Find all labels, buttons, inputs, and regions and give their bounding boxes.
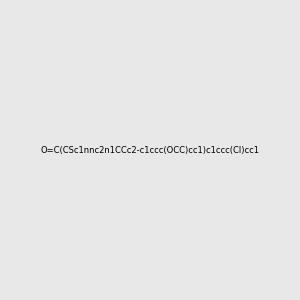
Text: O=C(CSc1nnc2n1CCc2-c1ccc(OCC)cc1)c1ccc(Cl)cc1: O=C(CSc1nnc2n1CCc2-c1ccc(OCC)cc1)c1ccc(C…: [40, 146, 260, 154]
